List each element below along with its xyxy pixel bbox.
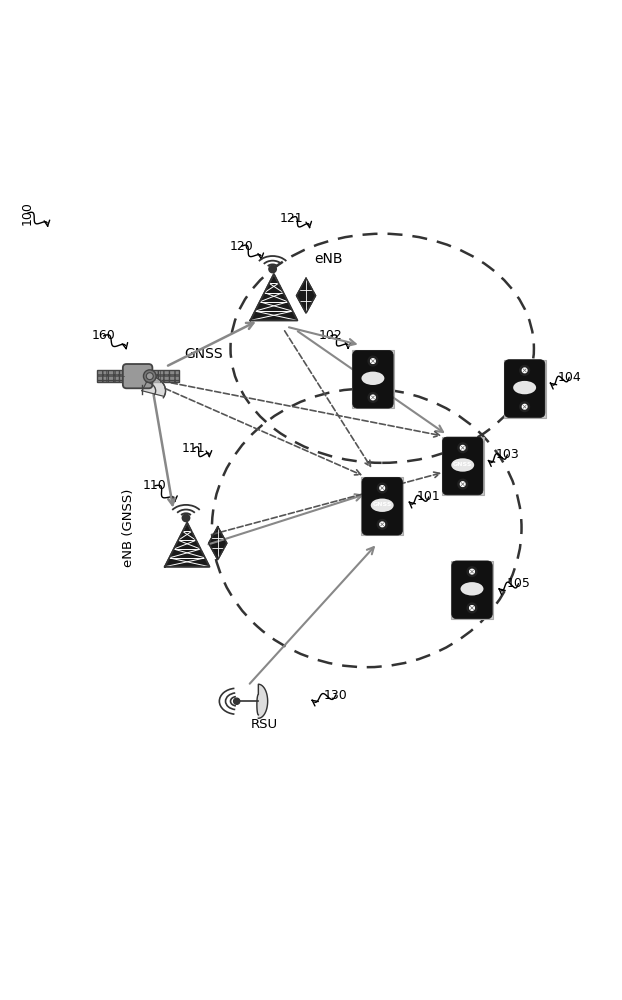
Polygon shape <box>257 684 267 718</box>
Circle shape <box>378 520 387 529</box>
Circle shape <box>269 265 276 273</box>
FancyBboxPatch shape <box>352 350 394 408</box>
Text: 121: 121 <box>279 212 303 225</box>
Circle shape <box>234 698 240 704</box>
Circle shape <box>460 482 465 486</box>
Text: GNSS: GNSS <box>453 462 473 467</box>
Circle shape <box>470 569 475 574</box>
Text: 103: 103 <box>495 448 519 461</box>
Circle shape <box>371 359 375 363</box>
Circle shape <box>182 514 190 522</box>
Text: RSU: RSU <box>251 718 278 731</box>
Circle shape <box>380 522 384 527</box>
Text: eNB (GNSS): eNB (GNSS) <box>122 489 135 567</box>
Circle shape <box>460 445 465 450</box>
Text: 130: 130 <box>324 689 348 702</box>
Circle shape <box>458 443 468 453</box>
FancyBboxPatch shape <box>504 360 545 418</box>
Circle shape <box>470 606 475 610</box>
FancyBboxPatch shape <box>504 360 545 417</box>
Circle shape <box>378 483 387 493</box>
FancyBboxPatch shape <box>362 477 402 535</box>
Polygon shape <box>209 527 227 560</box>
Circle shape <box>146 373 153 380</box>
FancyBboxPatch shape <box>451 561 493 619</box>
Polygon shape <box>297 278 315 313</box>
Ellipse shape <box>513 381 536 394</box>
Ellipse shape <box>361 372 384 385</box>
Text: 120: 120 <box>230 240 254 253</box>
Circle shape <box>522 368 527 373</box>
Text: 101: 101 <box>417 490 440 503</box>
FancyBboxPatch shape <box>452 561 492 619</box>
Polygon shape <box>142 375 165 396</box>
Circle shape <box>368 356 378 366</box>
Text: GNSS: GNSS <box>373 502 392 507</box>
FancyBboxPatch shape <box>361 477 403 535</box>
Ellipse shape <box>371 499 394 512</box>
Circle shape <box>467 567 477 576</box>
Text: 100: 100 <box>21 201 34 225</box>
Text: 104: 104 <box>557 371 581 384</box>
FancyBboxPatch shape <box>442 437 484 495</box>
Polygon shape <box>250 274 297 320</box>
Circle shape <box>380 486 384 490</box>
Polygon shape <box>165 523 210 567</box>
Circle shape <box>371 395 375 400</box>
Text: 110: 110 <box>143 479 167 492</box>
Circle shape <box>368 393 378 402</box>
FancyBboxPatch shape <box>442 437 483 495</box>
Text: 160: 160 <box>91 329 116 342</box>
Text: eNB: eNB <box>314 252 343 266</box>
Circle shape <box>144 370 156 382</box>
Circle shape <box>522 404 527 409</box>
Ellipse shape <box>460 582 483 596</box>
Bar <box>151 370 179 382</box>
Text: 105: 105 <box>506 577 531 590</box>
Text: GNSS: GNSS <box>184 347 223 361</box>
FancyBboxPatch shape <box>353 350 393 408</box>
Bar <box>96 370 124 382</box>
Text: 111: 111 <box>182 442 205 455</box>
Text: 102: 102 <box>319 329 343 342</box>
Ellipse shape <box>451 458 474 472</box>
FancyBboxPatch shape <box>123 364 152 388</box>
Circle shape <box>467 603 477 613</box>
Circle shape <box>520 402 529 412</box>
Circle shape <box>520 366 529 375</box>
Circle shape <box>458 479 468 489</box>
